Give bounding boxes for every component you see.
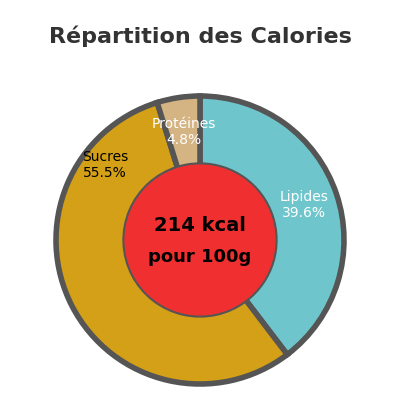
Text: pour 100g: pour 100g: [148, 248, 252, 266]
Text: 214 kcal: 214 kcal: [154, 216, 246, 235]
Wedge shape: [56, 102, 287, 384]
Text: Lipides
39.6%: Lipides 39.6%: [279, 190, 328, 220]
Text: Sucres
55.5%: Sucres 55.5%: [82, 150, 128, 180]
Circle shape: [125, 165, 275, 315]
Wedge shape: [200, 96, 344, 354]
Text: Protéines
4.8%: Protéines 4.8%: [151, 117, 216, 147]
Wedge shape: [157, 96, 200, 168]
Title: Répartition des Calories: Répartition des Calories: [48, 26, 352, 47]
